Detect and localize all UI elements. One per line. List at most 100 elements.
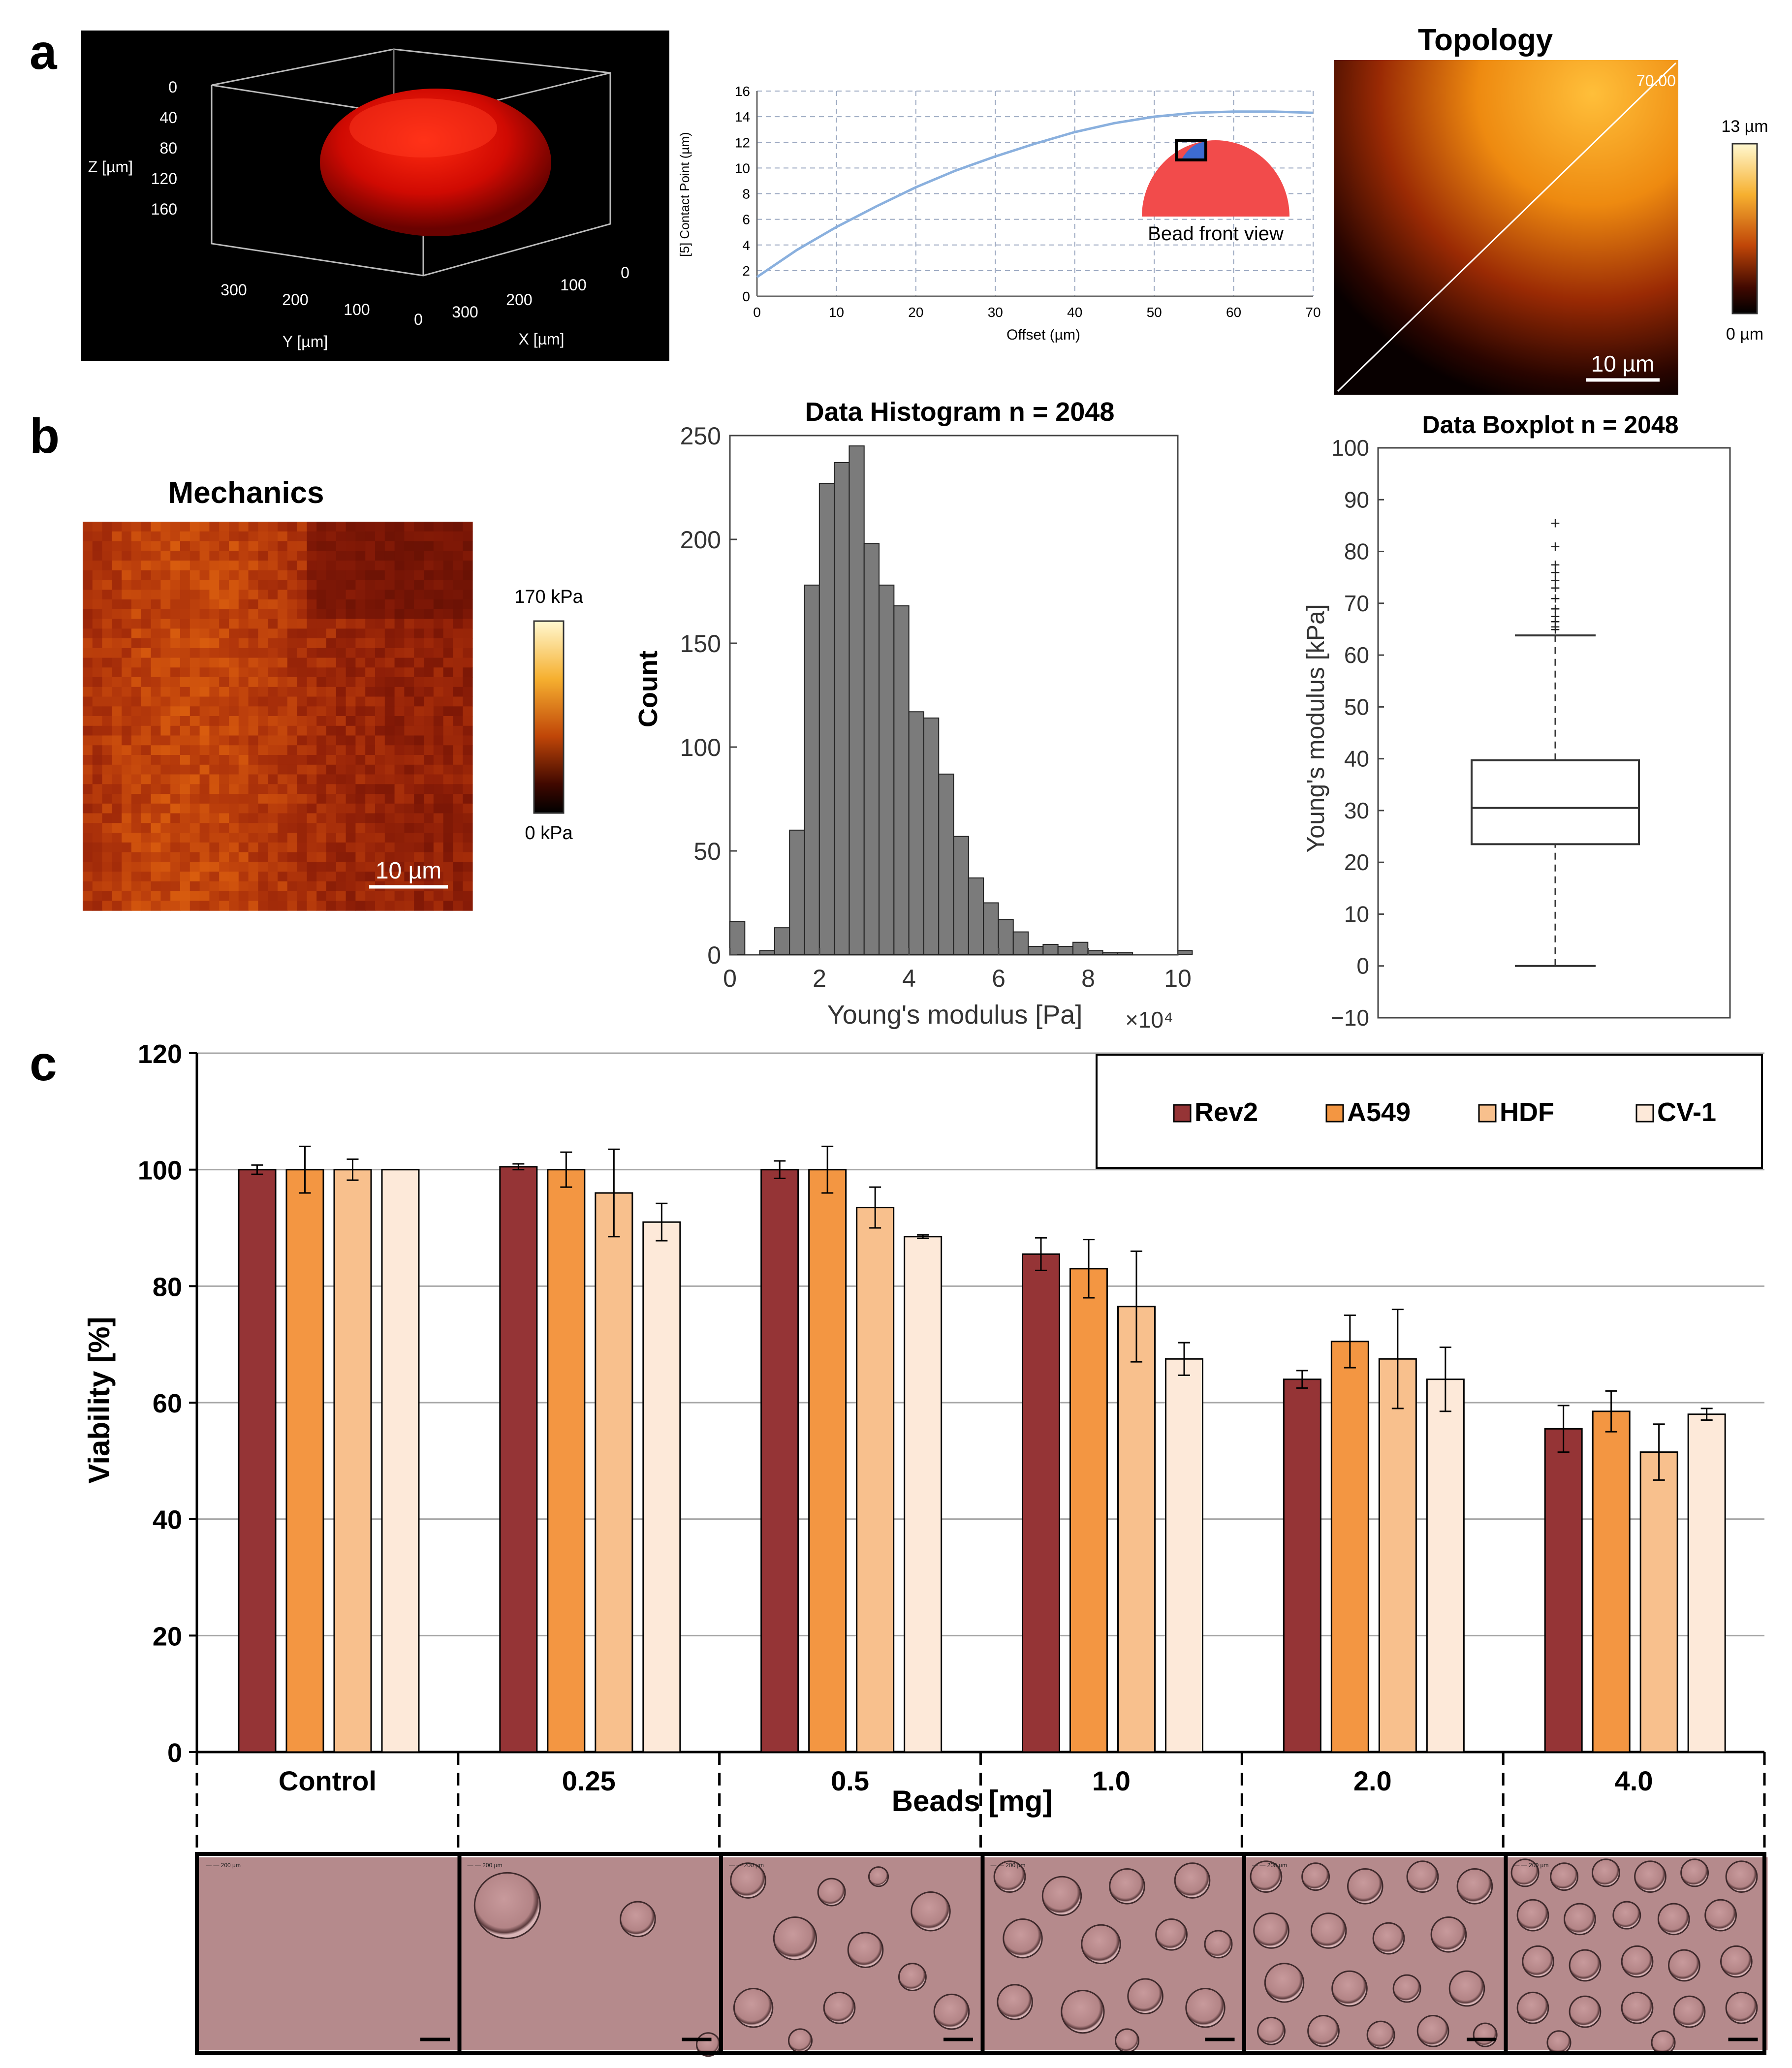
mechanics-pixel [346, 706, 356, 717]
mechanics-pixel [160, 706, 171, 717]
mechanics-pixel [238, 716, 249, 726]
mechanics-pixel [209, 638, 220, 649]
mechanics-pixel [122, 901, 132, 911]
mechanics-pixel [394, 784, 405, 794]
mechanics-pixel [170, 531, 181, 542]
mechanics-pixel [365, 862, 376, 872]
mechanics-pixel [92, 609, 103, 620]
mechanics-pixel [346, 619, 356, 629]
mechanics-pixel [199, 745, 210, 755]
mechanics-pixel [443, 872, 453, 882]
mechanics-pixel [268, 619, 278, 629]
mechanics-pixel [307, 590, 317, 600]
mechanics-pixel [229, 658, 239, 668]
mechanics-pixel [170, 551, 181, 561]
mechanics-pixel [307, 833, 317, 843]
mechanics-pixel [170, 522, 181, 532]
x-tick: 300 [452, 303, 478, 321]
mechanics-pixel [297, 561, 307, 571]
mechanics-pixel [248, 745, 258, 755]
mechanics-pixel [189, 755, 200, 765]
histogram-bar [879, 584, 895, 955]
mechanics-pixel [170, 696, 181, 707]
mechanics-pixel [384, 764, 395, 775]
mechanics-pixel [297, 823, 307, 833]
mechanics-pixel [131, 687, 142, 697]
histogram-bar [729, 921, 746, 955]
mechanics-pixel [384, 774, 395, 784]
mechanics-pixel [102, 609, 112, 620]
mechanics-pixel [287, 901, 298, 911]
mechanics-pixel [151, 833, 161, 843]
mechanics-pixel [316, 764, 327, 775]
mechanics-pixel [160, 833, 171, 843]
micrograph-scale-text: — — 200 µm [1252, 1862, 1287, 1869]
mechanics-pixel [131, 561, 142, 571]
mechanics-pixel [83, 570, 93, 581]
probe-contact-icon [1181, 142, 1206, 160]
mechanics-pixel [394, 638, 405, 649]
micrograph-bead [817, 1878, 846, 1907]
micrograph-bead [1651, 2030, 1676, 2055]
mechanics-pixel [316, 580, 327, 590]
mechanics-pixel [453, 803, 463, 814]
mechanics-pixel [384, 628, 395, 639]
mechanics-pixel [219, 696, 229, 707]
micrograph-bead [1003, 1918, 1043, 1959]
mechanics-pixel [170, 570, 181, 581]
mechanics-pixel [151, 687, 161, 697]
mechanics-pixel [248, 551, 258, 561]
mechanics-pixel [102, 735, 112, 746]
profile-y-tick: 10 [735, 160, 750, 176]
mechanics-pixel [102, 658, 112, 668]
mechanics-pixel [83, 551, 93, 561]
mechanics-pixel [453, 648, 463, 658]
mechanics-pixel [433, 872, 444, 882]
mechanics-pixel [83, 580, 93, 590]
mechanics-pixel [248, 648, 258, 658]
viability-bar [238, 1169, 277, 1753]
micrograph-bead [1041, 1876, 1082, 1916]
mechanics-pixel [443, 803, 453, 814]
mechanics-pixel [278, 755, 288, 765]
mechanics-pixel [151, 609, 161, 620]
mechanics-pixel [122, 677, 132, 688]
mechanics-pixel [160, 716, 171, 726]
mechanics-pixel [258, 619, 268, 629]
mechanics-pixel [112, 872, 122, 882]
mechanics-pixel [355, 725, 366, 736]
mechanics-pixel [365, 687, 376, 697]
mechanics-pixel [122, 551, 132, 561]
mechanics-pixel [297, 745, 307, 755]
mechanics-pixel [199, 891, 210, 901]
mechanics-pixel [414, 658, 424, 668]
mechanics-pixel [336, 881, 346, 892]
mechanics-pixel [384, 833, 395, 843]
mechanics-pixel [346, 687, 356, 697]
mechanics-pixel [209, 852, 220, 862]
micrograph-bead [1185, 1988, 1226, 2028]
micrograph-bead [1522, 1945, 1554, 1978]
mechanics-pixel [355, 716, 366, 726]
mechanics-pixel [404, 823, 414, 833]
mechanics-pixel [424, 648, 434, 658]
mechanics-pixel [443, 696, 453, 707]
mechanics-pixel [151, 648, 161, 658]
micrograph-scale-text: — — 200 µm [991, 1862, 1026, 1869]
mechanics-pixel [83, 677, 93, 688]
mechanics-pixel [355, 522, 366, 532]
micrograph-bead [1673, 1995, 1706, 2028]
mechanics-pixel [131, 667, 142, 678]
mechanics-pixel [199, 803, 210, 814]
mechanics-pixel [316, 570, 327, 581]
mechanics-pixel [414, 628, 424, 639]
mechanics-pixel [83, 658, 93, 668]
mechanics-pixel [170, 648, 181, 658]
y-tick: 0 [414, 311, 423, 328]
mechanics-pixel [307, 570, 317, 581]
mechanics-pixel [316, 522, 327, 532]
mechanics-pixel [160, 745, 171, 755]
mechanics-pixel [229, 648, 239, 658]
boxplot-y-tick: 20 [1344, 849, 1369, 875]
mechanics-pixel [346, 823, 356, 833]
